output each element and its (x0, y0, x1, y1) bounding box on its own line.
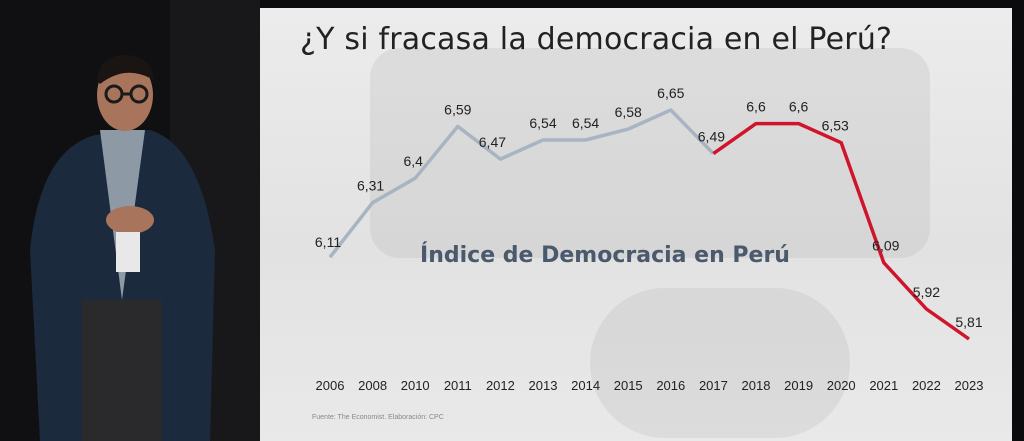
x-tick-2022: 2022 (912, 378, 941, 393)
presentation-slide: ¿Y si fracasa la democracia en el Perú? … (260, 8, 1012, 441)
x-tick-2020: 2020 (827, 378, 856, 393)
x-tick-2014: 2014 (571, 378, 600, 393)
x-tick-2013: 2013 (529, 378, 558, 393)
data-label-2014: 6,54 (572, 115, 599, 131)
slide-title: ¿Y si fracasa la democracia en el Perú? (300, 22, 893, 57)
x-tick-2016: 2016 (656, 378, 685, 393)
chart-data-labels: 6,11 6,31 6,4 6,59 6,47 6,54 6,54 6,58 6,65 6,49 6… (315, 85, 983, 330)
data-label-2017: 6,49 (698, 129, 725, 145)
data-label-2008: 6,31 (357, 178, 384, 194)
chart-lines (328, 108, 971, 341)
data-label-2012: 6,47 (479, 134, 506, 150)
data-label-2011: 6,59 (444, 101, 471, 117)
data-label-2013: 6,54 (529, 115, 556, 131)
data-label-2021: 6,09 (872, 238, 899, 254)
x-tick-2011: 2011 (444, 378, 472, 393)
data-label-2019: 6,6 (789, 99, 809, 115)
data-label-2020: 6,53 (822, 118, 849, 134)
x-tick-2006: 2006 (316, 378, 345, 393)
data-label-2015: 6,58 (615, 104, 642, 120)
x-tick-2015: 2015 (614, 378, 643, 393)
data-label-2016: 6,65 (657, 85, 684, 101)
x-tick-2023: 2023 (955, 378, 984, 393)
source-note: Fuente: The Economist. Elaboración: CPC (312, 414, 444, 421)
data-label-2006: 6,11 (315, 234, 341, 250)
chart-title: Índice de Democracia en Perú (420, 242, 790, 268)
x-tick-2008: 2008 (358, 378, 387, 393)
x-tick-2012: 2012 (486, 378, 515, 393)
series-line-segment-2006-2017 (328, 108, 715, 259)
data-label-2010: 6,4 (403, 153, 423, 169)
democracy-index-chart: 6,11 6,31 6,4 6,59 6,47 6,54 6,54 6,58 6,65 6,49 6… (315, 85, 984, 393)
speaker-figure (0, 0, 260, 441)
x-tick-2010: 2010 (401, 378, 430, 393)
data-label-2022: 5,92 (913, 284, 940, 300)
x-tick-2021: 2021 (869, 378, 898, 393)
x-tick-2019: 2019 (784, 378, 813, 393)
chart-x-ticks: 2006 2008 2010 2011 2012 2013 2014 2015 2016 2017… (316, 378, 984, 393)
series-line-segment-2017-2023 (712, 121, 971, 341)
x-tick-2017: 2017 (699, 378, 728, 393)
data-label-2023: 5,81 (955, 314, 982, 330)
data-label-2018: 6,6 (746, 99, 766, 115)
x-tick-2018: 2018 (742, 378, 771, 393)
speaker-stage (0, 0, 260, 441)
